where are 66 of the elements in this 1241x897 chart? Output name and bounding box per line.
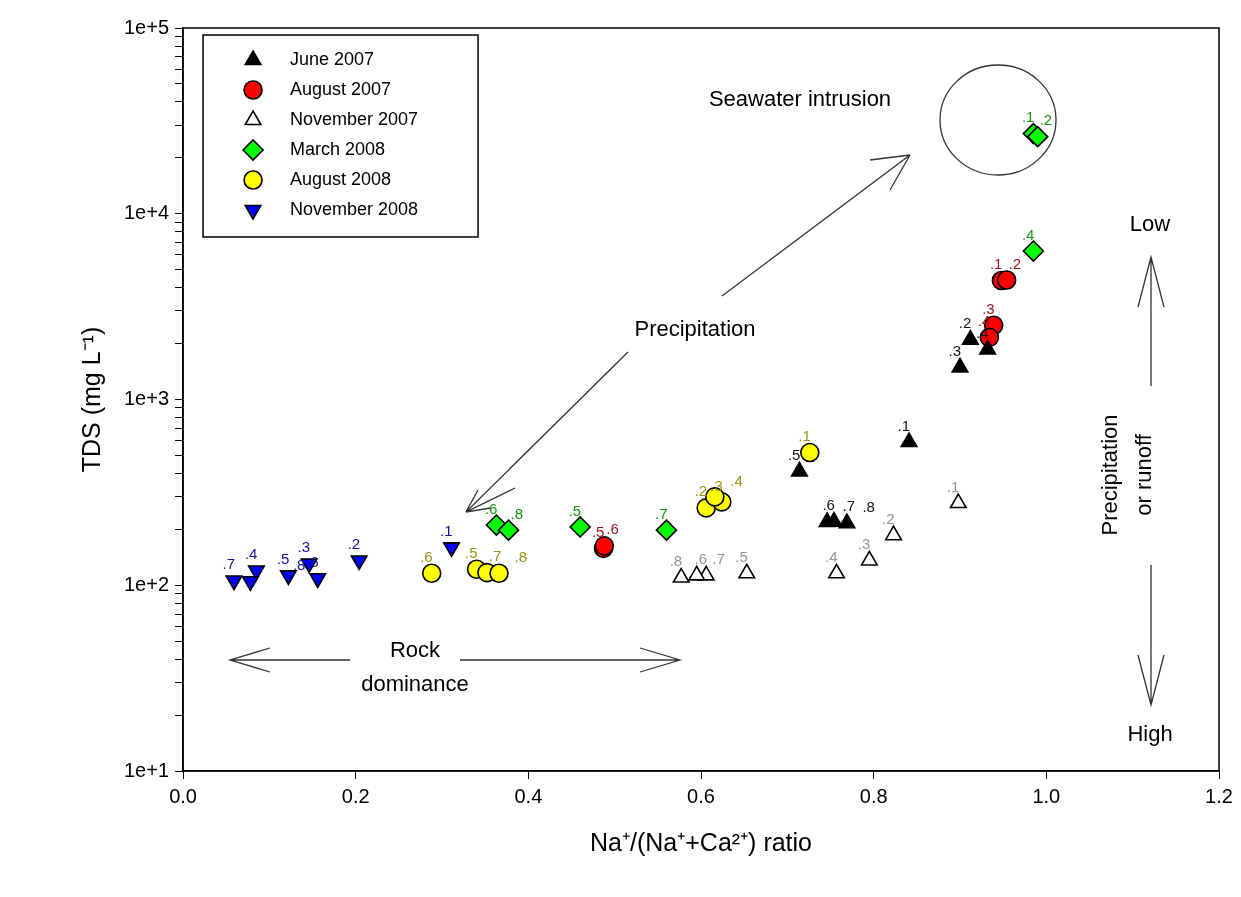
annotation: .5 xyxy=(735,547,748,565)
x-tick-label: 0.2 xyxy=(341,784,370,807)
annotation: High xyxy=(1127,721,1173,747)
annotation: .6 xyxy=(822,496,835,514)
x-tick-label: 1.2 xyxy=(1205,784,1233,807)
annotation: Precipitation xyxy=(634,316,756,342)
annotation: .4 xyxy=(825,547,838,565)
x-axis-title: Na⁺/(Na⁺+Ca²⁺) ratio xyxy=(590,827,813,856)
annotation: .8 xyxy=(510,504,524,522)
x-tick-label: 1.0 xyxy=(1032,784,1061,807)
annotation: .5 xyxy=(465,543,478,561)
y-tick-label: 1e+5 xyxy=(123,15,170,38)
annotation: .4 xyxy=(730,471,743,489)
y-tick-label: 1e+4 xyxy=(123,201,170,224)
legend-label: August 2008 xyxy=(290,168,392,189)
annotation: .1 xyxy=(440,521,453,539)
annotation: .1 xyxy=(989,255,1003,273)
y-tick-label: 1e+3 xyxy=(123,387,170,410)
legend-label: August 2007 xyxy=(290,78,392,99)
annotation: .7 xyxy=(842,496,856,514)
x-tick-label: 0.6 xyxy=(687,784,715,807)
annotation: .5 xyxy=(591,522,605,540)
x-tick-label: 0.0 xyxy=(169,784,197,807)
annotation: .7 xyxy=(654,504,668,522)
annotation: .5 xyxy=(568,501,582,519)
annotation: .5 xyxy=(276,550,290,568)
x-tick-label: 0.4 xyxy=(514,784,543,807)
annotation: .8 xyxy=(862,497,875,515)
annotation: .5 xyxy=(787,446,801,464)
legend-label: November 2007 xyxy=(290,108,419,129)
annotation: .7 xyxy=(488,547,502,565)
annotation: .8 xyxy=(514,547,528,565)
annotation: .4 xyxy=(1021,225,1035,243)
annotation: .7 xyxy=(222,555,235,573)
annotation: .8 xyxy=(669,552,683,570)
annotation: .3 xyxy=(982,299,995,317)
annotation: .1 xyxy=(897,416,911,434)
annotation: .1 xyxy=(1021,108,1035,126)
y-tick-label: 1e+2 xyxy=(123,572,170,595)
x-tick-label: 0.8 xyxy=(859,784,888,807)
annotation: .4 xyxy=(244,545,258,563)
annotation: .2 xyxy=(1039,111,1053,129)
annotation: .2 xyxy=(694,482,708,500)
annotation: .2 xyxy=(1008,254,1022,272)
annotation: .2 xyxy=(347,535,361,553)
annotation: .2 xyxy=(958,314,972,332)
annotation: .7 xyxy=(712,550,725,568)
annotation: Seawater intrusion xyxy=(708,86,892,112)
y-axis-title: TDS (mg L⁻¹) xyxy=(76,326,105,473)
annotation: .8 xyxy=(292,555,306,573)
annotation: Low xyxy=(1129,211,1171,237)
y-tick-label: 1e+1 xyxy=(123,758,170,781)
legend-label: June 2007 xyxy=(290,48,375,69)
legend-label: March 2008 xyxy=(290,138,386,159)
annotation: .6 xyxy=(420,547,433,565)
annotation: .6 xyxy=(484,499,498,517)
annotation: .3 xyxy=(857,535,871,553)
annotation: .6 xyxy=(606,520,619,538)
annotation: Precipitation or runoff xyxy=(1097,414,1157,536)
annotation: .6 xyxy=(694,550,708,568)
annotation: .3 xyxy=(948,341,962,359)
legend-label: November 2008 xyxy=(290,198,419,219)
annotation: .1 xyxy=(946,477,960,495)
annotation: .1 xyxy=(798,427,811,445)
annotation: Rock dominance xyxy=(361,637,469,697)
annotation: .2 xyxy=(882,509,895,527)
